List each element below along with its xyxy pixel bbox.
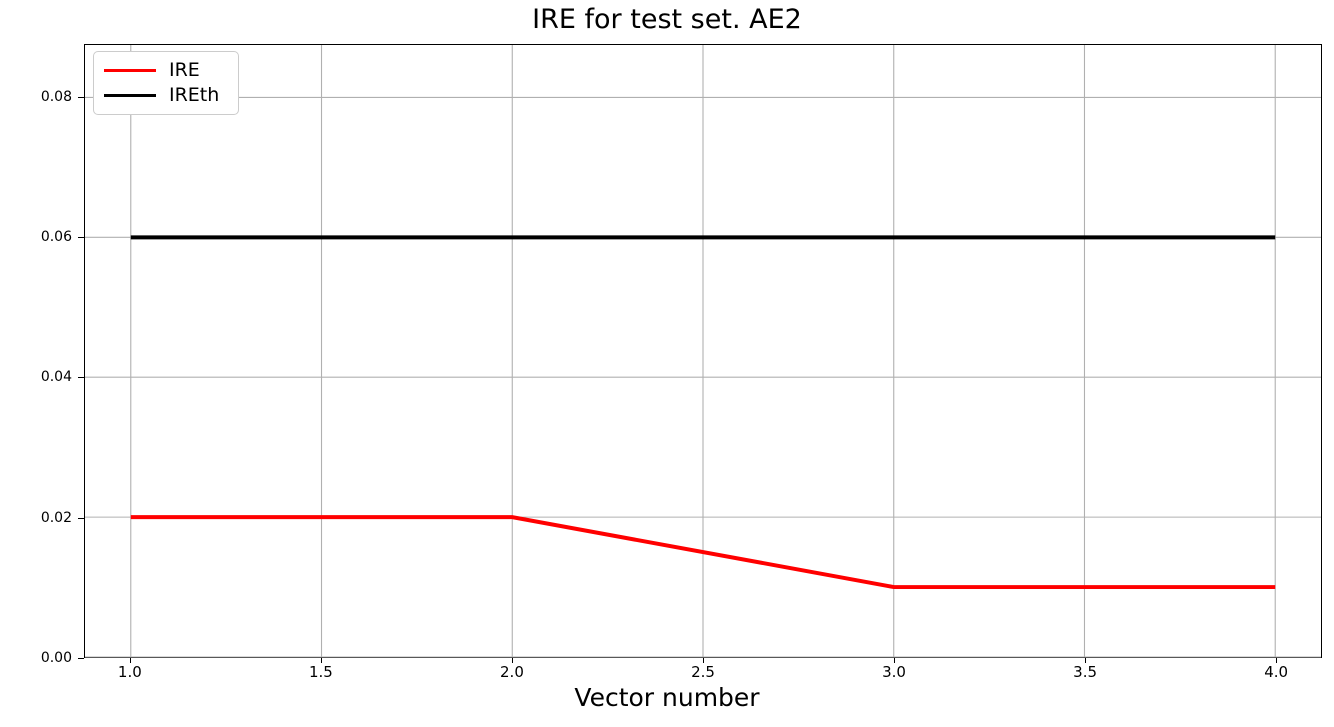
y-tick-label: 0.08 (40, 88, 72, 105)
x-tick-mark (894, 658, 896, 663)
data-series-layer (130, 235, 1276, 590)
x-tick-mark (129, 658, 131, 663)
x-tick-label: 2.0 (500, 663, 524, 681)
legend-entry: IRE (104, 58, 230, 83)
y-tick-mark (78, 658, 84, 659)
x-tick-mark (1085, 658, 1087, 663)
x-tick-mark (511, 658, 513, 663)
y-tick-label: 0.06 (40, 228, 72, 245)
legend-entry: IREth (104, 83, 230, 108)
y-tick-label: 0.04 (40, 369, 72, 386)
y-tick-mark (78, 377, 84, 379)
y-tick-label: 0.02 (40, 509, 72, 526)
legend-label: IREth (169, 84, 220, 106)
legend-swatch-line-icon (104, 94, 156, 97)
x-tick-label: 2.5 (691, 663, 715, 681)
y-tick-mark (78, 236, 84, 238)
chart-legend: IRE IREth (93, 51, 239, 115)
series-line-ire (130, 515, 1276, 590)
x-tick-mark (1276, 658, 1278, 663)
x-tick-label: 1.5 (308, 663, 333, 681)
y-tick-mark (78, 96, 84, 98)
x-tick-mark (703, 658, 704, 663)
x-tick-label: 1.0 (117, 663, 142, 681)
x-tick-label: 3.0 (882, 663, 906, 681)
x-tick-mark (320, 658, 322, 663)
x-tick-label: 4.0 (1264, 663, 1289, 681)
y-tick-mark (78, 517, 84, 519)
chart-title: IRE for test set. AE2 (532, 4, 802, 35)
legend-label: IRE (169, 59, 200, 81)
plot-area (84, 44, 1322, 658)
y-tick-label: 0.00 (40, 650, 72, 666)
x-tick-label: 3.5 (1073, 663, 1098, 681)
x-axis-label: Vector number (574, 683, 760, 712)
legend-swatch-line-icon (104, 69, 156, 72)
